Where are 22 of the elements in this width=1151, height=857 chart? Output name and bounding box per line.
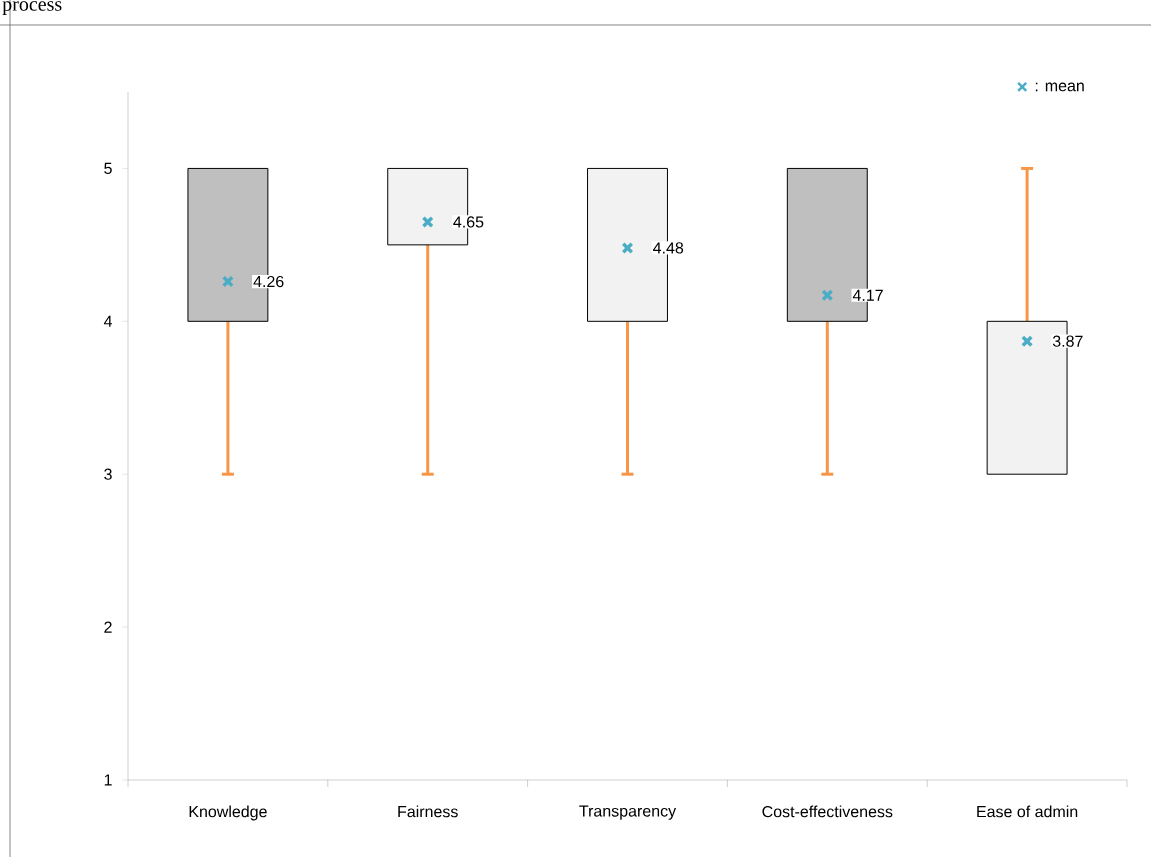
text: process xyxy=(2,1,62,15)
data-label: 3.87 xyxy=(1052,335,1083,347)
data-label: 4.48 xyxy=(653,242,684,254)
point xyxy=(1021,335,1034,348)
data-label: 4.26 xyxy=(253,275,284,288)
legend-label: : mean xyxy=(1035,82,1084,92)
y-tick-label: 5 xyxy=(104,162,112,175)
y-tick-label: 1 xyxy=(104,774,112,786)
y-tick-label: 3 xyxy=(104,468,112,480)
y-tick-label: 4 xyxy=(103,315,113,327)
y-tick-label: 2 xyxy=(104,621,112,633)
point xyxy=(621,241,634,254)
x-tick-label: Fairness xyxy=(398,805,458,818)
point xyxy=(221,275,234,288)
data-label: 4.65 xyxy=(453,216,484,228)
x-tick-label: Knowledge xyxy=(189,805,267,821)
x-tick-label: Ease of admin xyxy=(977,805,1078,818)
x-tick-label: Transparency xyxy=(579,805,677,820)
data-label: 4.17 xyxy=(852,289,883,301)
point xyxy=(421,215,434,228)
point xyxy=(821,289,834,302)
x-tick-label: Cost-effectiveness xyxy=(762,805,893,818)
